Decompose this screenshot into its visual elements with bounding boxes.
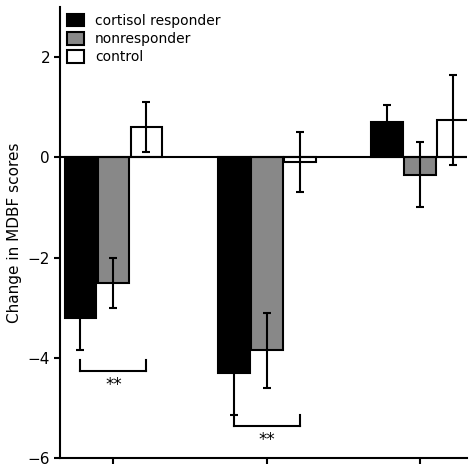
Bar xyxy=(64,157,96,318)
Text: **: ** xyxy=(105,376,122,394)
Bar xyxy=(371,122,403,157)
Text: **: ** xyxy=(258,431,275,449)
Bar xyxy=(130,127,163,157)
Bar xyxy=(284,157,316,162)
Bar xyxy=(218,157,250,373)
Bar xyxy=(437,120,469,157)
Legend: cortisol responder, nonresponder, control: cortisol responder, nonresponder, contro… xyxy=(67,14,220,64)
Y-axis label: Change in MDBF scores: Change in MDBF scores xyxy=(7,142,22,323)
Bar xyxy=(251,157,283,350)
Bar xyxy=(404,157,436,175)
Bar xyxy=(98,157,129,283)
